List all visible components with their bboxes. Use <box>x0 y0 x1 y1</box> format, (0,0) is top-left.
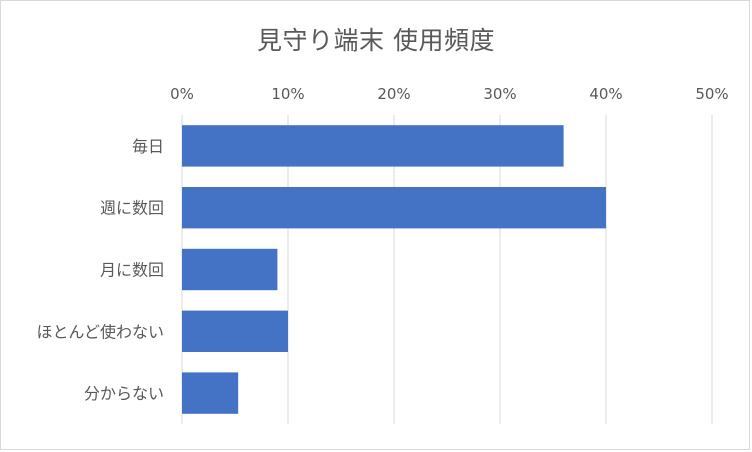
bar <box>182 248 278 291</box>
category-label: 毎日 <box>132 137 164 156</box>
bars <box>182 125 606 414</box>
x-tick-labels: 0% 10% 20% 30% 40% 50% <box>170 85 729 103</box>
category-label: 月に数回 <box>100 261 164 280</box>
x-tick-label: 20% <box>377 85 410 103</box>
bar <box>182 372 239 414</box>
category-label: 週に数回 <box>100 199 164 218</box>
bar <box>182 125 564 167</box>
x-tick-label: 50% <box>695 85 728 103</box>
bar <box>182 310 288 353</box>
bar <box>182 186 606 229</box>
x-tick-label: 0% <box>170 85 194 103</box>
x-tick-label: 30% <box>483 85 516 103</box>
x-tick-label: 40% <box>589 85 622 103</box>
category-label: ほとんど使わない <box>36 322 164 341</box>
chart-title: 見守り端末 使用頻度 <box>257 26 495 55</box>
x-tick-label: 10% <box>271 85 304 103</box>
category-label: 分からない <box>84 384 164 403</box>
